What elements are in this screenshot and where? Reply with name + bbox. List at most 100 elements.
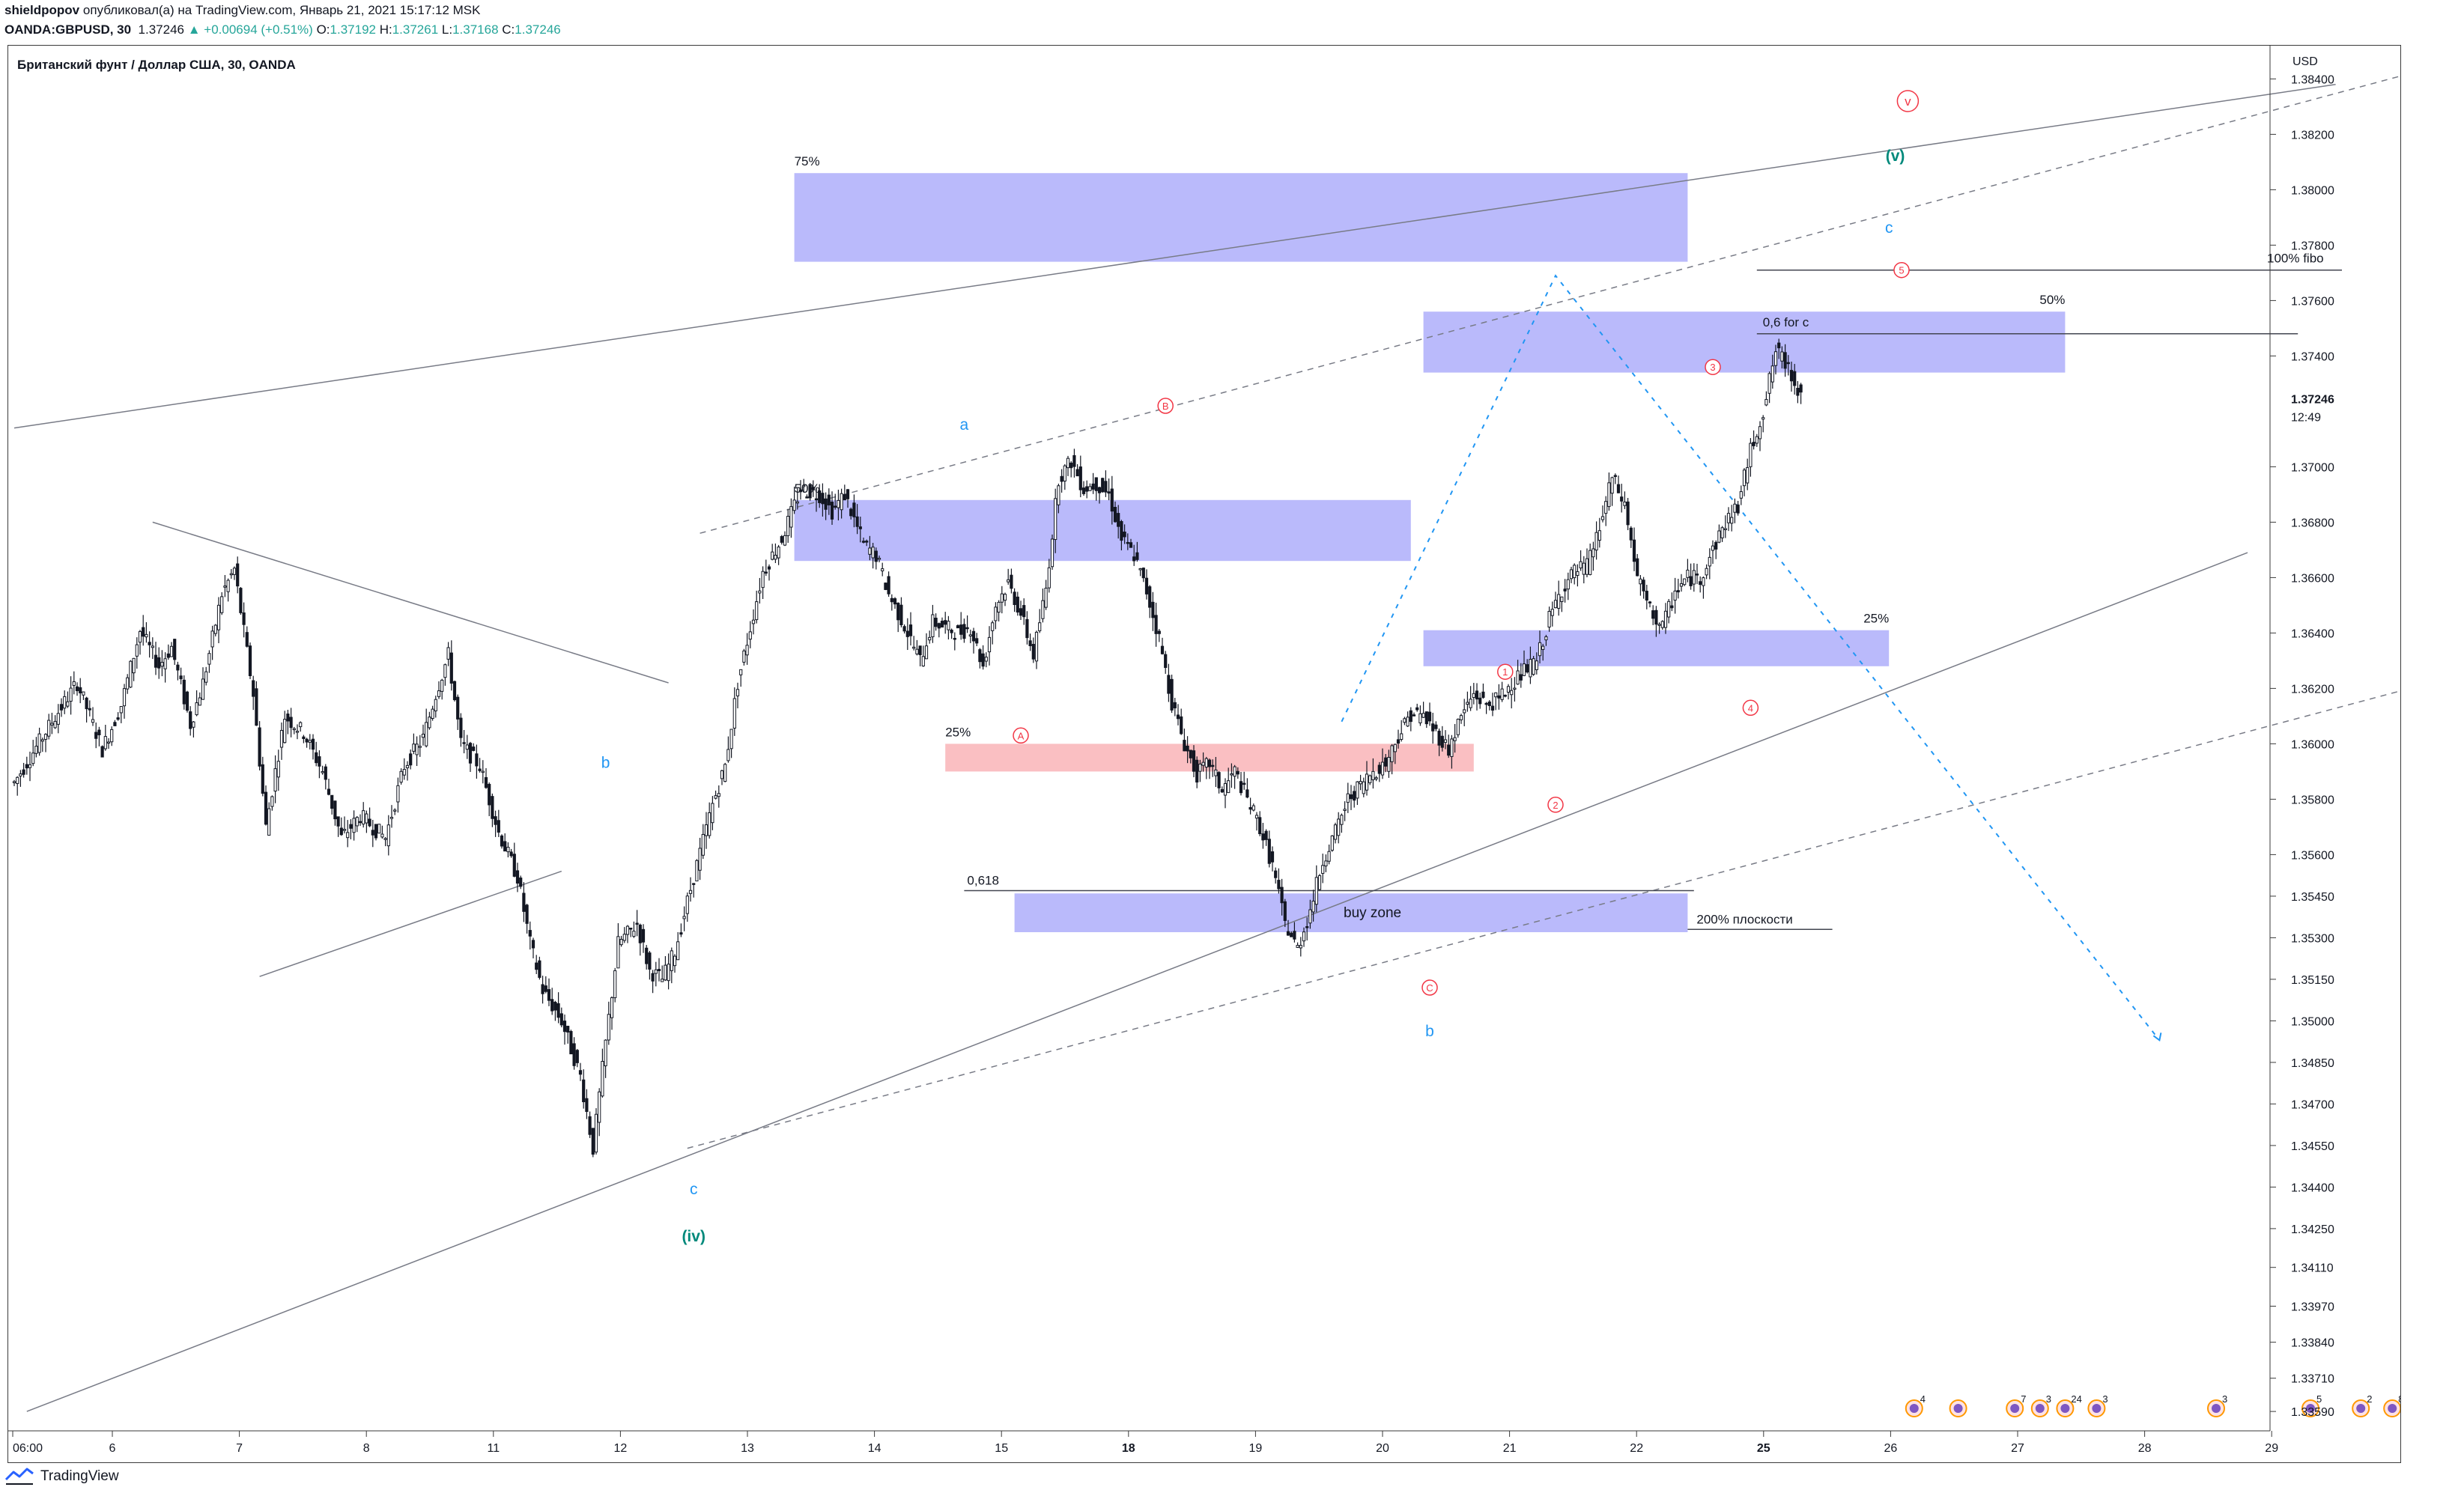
- event-count: 7: [2021, 1393, 2026, 1405]
- candle-body: [1302, 931, 1306, 942]
- candle-body: [1220, 788, 1224, 793]
- candle-body: [1783, 352, 1787, 369]
- candle-body: [899, 604, 903, 626]
- candle-body: [965, 627, 969, 630]
- price-tick-label: 1.35800: [2291, 794, 2334, 806]
- candle-body: [625, 925, 630, 935]
- candle-body: [629, 928, 633, 930]
- level-label: 0,6 for c: [1763, 315, 1809, 329]
- candle-body: [685, 895, 689, 914]
- candle-body: [908, 624, 913, 636]
- candle-body: [987, 636, 992, 653]
- candle-body: [91, 719, 95, 723]
- price-tick-label: 1.33840: [2291, 1337, 2334, 1350]
- author-name[interactable]: shieldpopov: [4, 3, 80, 17]
- candle-body: [405, 764, 410, 768]
- candle-body: [1569, 569, 1574, 580]
- zone-label: 25%: [945, 725, 971, 739]
- candle-body: [1047, 567, 1051, 589]
- candle-body: [1013, 592, 1016, 606]
- candle-body: [491, 796, 494, 819]
- candle-body: [465, 744, 469, 750]
- projection-line: [1341, 274, 2161, 1041]
- candle-body: [732, 698, 736, 729]
- candle-body: [1683, 578, 1687, 586]
- candle-body: [1346, 793, 1350, 803]
- candle-body: [509, 851, 513, 857]
- candle-body: [679, 932, 683, 935]
- flag-icon: [2388, 1404, 2397, 1413]
- wave-label: a: [960, 416, 969, 434]
- candle-body: [481, 770, 485, 773]
- candle-body: [610, 997, 614, 1018]
- candle-body: [1532, 658, 1535, 675]
- candle-body: [1770, 365, 1774, 383]
- candle-body: [1110, 488, 1114, 512]
- flag-icon: [2060, 1404, 2070, 1413]
- candle-body: [129, 660, 133, 688]
- candle-body: [1135, 552, 1139, 560]
- candle-body: [598, 1091, 601, 1123]
- candle-body: [786, 516, 790, 536]
- candle-body: [1450, 738, 1454, 757]
- price-tick-label: 1.33710: [2291, 1373, 2334, 1386]
- candle-body: [365, 813, 368, 824]
- candle-body: [1230, 773, 1233, 776]
- candle-body: [157, 657, 161, 669]
- candle-body: [1510, 690, 1514, 696]
- candle-body: [1022, 605, 1026, 618]
- candle-body: [449, 652, 453, 684]
- candle-body: [792, 499, 796, 511]
- fib-zone: [1423, 311, 2066, 373]
- candle-body: [1597, 530, 1601, 541]
- price-tick-label: 1.36800: [2291, 517, 2334, 529]
- candle-body: [292, 728, 296, 731]
- candle-body: [88, 708, 91, 711]
- candle-body: [1742, 469, 1747, 487]
- pane-title: Британский фунт / Доллар США, 30, OANDA: [17, 58, 296, 72]
- candle-body: [201, 678, 205, 700]
- open-label: O:: [316, 22, 330, 37]
- candle-body: [921, 656, 925, 666]
- candle-body: [821, 493, 825, 505]
- candle-body: [997, 601, 1001, 613]
- candle-body: [871, 547, 875, 559]
- candle-body: [173, 639, 177, 660]
- candle-body: [1490, 705, 1495, 711]
- candle-body: [315, 752, 318, 764]
- flag-icon: [2212, 1404, 2221, 1413]
- candle-body: [1374, 777, 1378, 779]
- candle-body: [1132, 556, 1136, 562]
- candle-body: [138, 630, 142, 643]
- candle-body: [434, 699, 437, 711]
- price-tick-label: 1.34110: [2291, 1262, 2334, 1275]
- candle-body: [94, 732, 98, 739]
- candle-body: [940, 621, 944, 628]
- footer-brand[interactable]: TradingView: [40, 1468, 119, 1484]
- candle-body: [1481, 691, 1485, 698]
- tradingview-logo-icon[interactable]: [4, 1468, 34, 1486]
- footer: TradingView: [4, 1466, 119, 1487]
- candle-body: [1148, 586, 1152, 608]
- candle-body: [1054, 498, 1057, 541]
- trend-line: [26, 552, 2248, 1412]
- wave-label: b: [601, 754, 610, 771]
- candle-body: [840, 493, 843, 511]
- candle-body: [1610, 477, 1614, 494]
- candle-body: [273, 768, 277, 792]
- candle-body: [789, 506, 793, 528]
- candle-body: [229, 573, 233, 576]
- chart-pane[interactable]: 75% 50% 25% buy zone 50% 25% 0,618 200% плоскос…: [7, 45, 2401, 1463]
- candle-body: [1786, 362, 1790, 365]
- time-tick-label: 29: [2265, 1442, 2278, 1455]
- wave-label-circle: [1421, 979, 1438, 996]
- candle-body: [452, 681, 457, 701]
- candle-body: [494, 816, 497, 825]
- candle-body: [962, 624, 966, 639]
- candle-body: [1456, 719, 1460, 735]
- candle-body: [1427, 711, 1432, 722]
- candle-body: [386, 824, 390, 847]
- candle-body: [182, 679, 186, 705]
- candle-body: [1164, 654, 1168, 669]
